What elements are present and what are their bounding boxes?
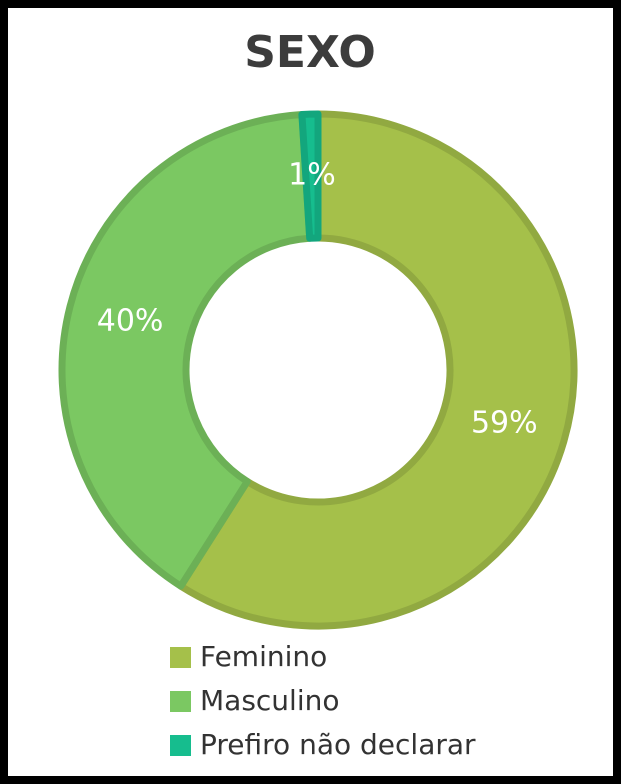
legend-label: Feminino <box>200 640 327 673</box>
value-label: 1% <box>288 158 336 193</box>
donut-slice <box>58 111 314 590</box>
legend-label: Prefiro não declarar <box>200 728 476 761</box>
value-label: 59% <box>471 406 538 441</box>
donut-slice <box>177 110 578 630</box>
legend-swatch <box>170 647 191 668</box>
value-label: 40% <box>97 303 164 338</box>
legend-swatch <box>170 735 191 756</box>
legend-label: Masculino <box>200 684 339 717</box>
donut-slice <box>298 110 322 242</box>
legend-swatch <box>170 691 191 712</box>
chart-title: SEXO <box>244 27 376 78</box>
